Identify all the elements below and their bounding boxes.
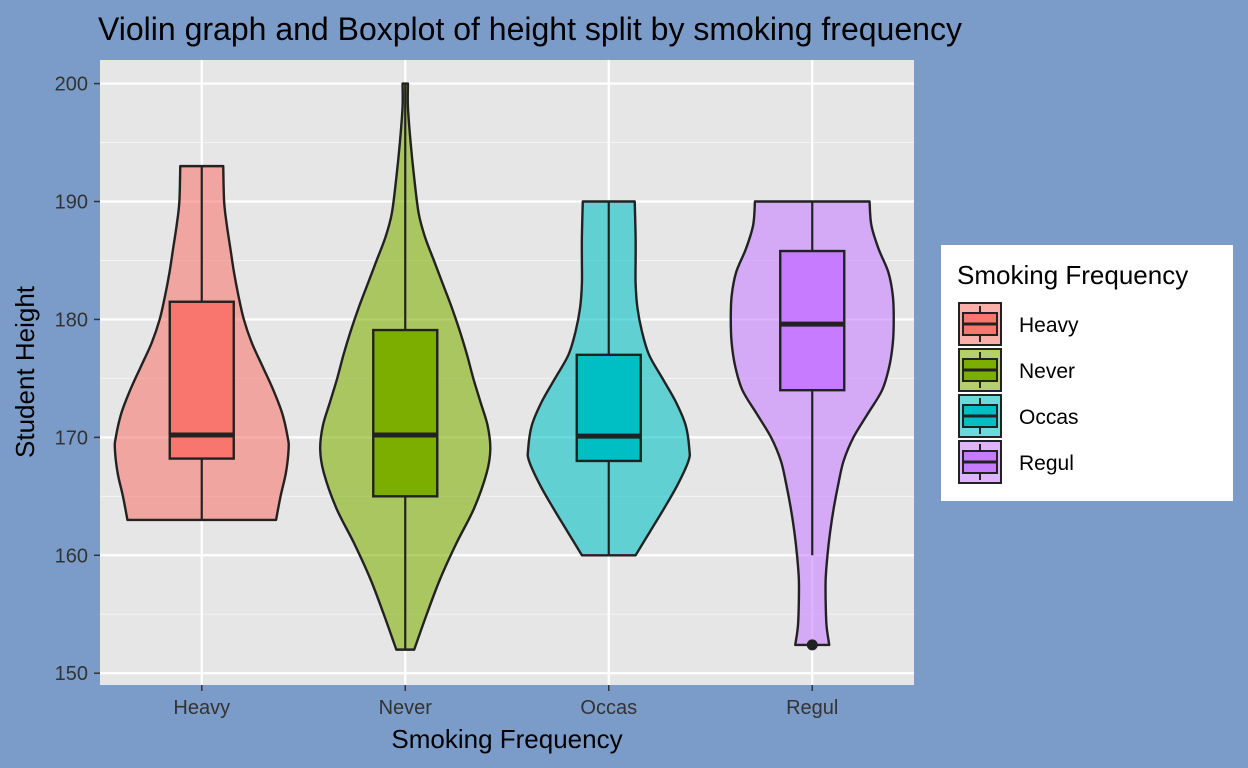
x-axis: Heavy Never Occas Regul <box>173 685 838 719</box>
legend-keys: Heavy Never Occas Regul <box>958 302 1079 484</box>
x-tick-label: Heavy <box>173 697 230 719</box>
y-tick-label: 190 <box>55 192 88 214</box>
y-tick-label: 200 <box>55 74 88 96</box>
x-axis-title: Smoking Frequency <box>391 724 622 754</box>
legend-entry-occas: Occas <box>958 394 1079 438</box>
box-never <box>372 328 439 498</box>
legend-entry-regul: Regul <box>958 440 1074 484</box>
y-tick-label: 180 <box>55 309 88 331</box>
legend-label: Regul <box>1019 452 1074 475</box>
legend-entry-heavy: Heavy <box>958 302 1079 346</box>
y-axis-title: Student Height <box>10 285 40 458</box>
box-occas <box>575 353 642 463</box>
legend-entry-never: Never <box>958 348 1075 392</box>
chart-title: Violin graph and Boxplot of height split… <box>98 11 962 47</box>
legend-label: Heavy <box>1019 314 1079 337</box>
y-tick-label: 170 <box>55 427 88 449</box>
box-heavy <box>168 300 235 460</box>
legend-title: Smoking Frequency <box>957 260 1188 290</box>
x-tick-label: Never <box>379 697 433 719</box>
legend-label: Occas <box>1019 406 1079 429</box>
boxplots <box>168 83 846 651</box>
outlier-point <box>806 639 818 651</box>
y-axis: 150 160 170 180 190 200 <box>55 74 100 685</box>
x-tick-label: Regul <box>786 697 838 719</box>
legend-label: Never <box>1019 360 1075 383</box>
x-tick-label: Occas <box>580 697 637 719</box>
box-regul <box>779 249 846 392</box>
y-tick-label: 150 <box>55 663 88 685</box>
y-tick-label: 160 <box>55 545 88 567</box>
legend: Smoking Frequency Heavy Never Occas Regul <box>941 245 1233 501</box>
